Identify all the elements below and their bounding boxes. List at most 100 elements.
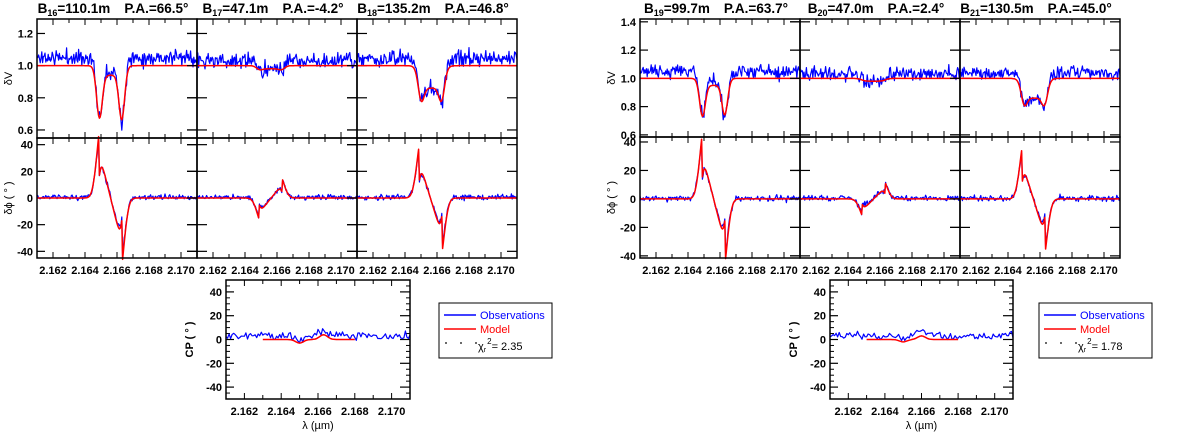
x-tick-label: 2.166 xyxy=(304,406,332,418)
y-tick-label: 1.0 xyxy=(18,61,33,73)
y-tick-label: 40 xyxy=(814,287,826,299)
title-baseline-index: 17 xyxy=(212,8,222,18)
y-tick-label: 0.8 xyxy=(18,93,33,105)
cp-observations-line xyxy=(829,329,1014,341)
x-tick-label: 2.162 xyxy=(199,265,227,277)
title-baseline-length: =47.0m xyxy=(828,1,874,16)
y-tick-label: 1.2 xyxy=(621,45,636,57)
legend-chi-square: χr2= 1.78 xyxy=(1078,337,1122,354)
vis-y-axis-label: δV xyxy=(3,71,15,85)
x-tick-label: 2.164 xyxy=(871,406,899,418)
x-tick-label: 2.168 xyxy=(135,265,163,277)
legend-model-label: Model xyxy=(480,324,510,336)
y-tick-label: -20 xyxy=(620,222,636,234)
phase-model-line xyxy=(197,179,357,219)
chi-symbol: χ xyxy=(1078,341,1084,353)
y-tick-label: 40 xyxy=(210,287,222,299)
phase-model-line xyxy=(960,149,1120,250)
phase-model-line xyxy=(357,148,517,250)
figure-right: B19=99.7m P.A.=63.7°0.60.81.01.21.4δV-40-… xyxy=(606,1,1153,432)
y-tick-label: 20 xyxy=(21,166,33,178)
y-tick-label: -40 xyxy=(620,251,636,263)
vis-observations-line xyxy=(959,65,1121,112)
chi-subscript: r xyxy=(1084,347,1087,354)
x-tick-label: 2.166 xyxy=(1026,265,1054,277)
phase-model-line xyxy=(37,135,197,261)
panel-title: B17=47.1m P.A.=-4.2° xyxy=(203,1,344,18)
y-tick-label: -20 xyxy=(206,358,222,370)
chi-value: = 2.35 xyxy=(492,341,523,353)
x-tick-label: 2.162 xyxy=(962,265,990,277)
phase-panel-frame xyxy=(356,137,518,259)
x-tick-label: 2.164 xyxy=(674,265,702,277)
x-tick-label: 2.170 xyxy=(487,265,515,277)
cp-y-axis-label: CP ( ° ) xyxy=(788,321,800,357)
chi-symbol: χ xyxy=(478,341,484,353)
x-tick-label: 2.170 xyxy=(378,406,406,418)
title-position-angle: P.A.=66.5° xyxy=(124,1,188,16)
phase-observations-line xyxy=(196,180,358,219)
x-tick-label: 2.170 xyxy=(770,265,798,277)
y-tick-label: 20 xyxy=(210,311,222,323)
cp-panel-frame xyxy=(225,279,411,400)
title-position-angle: P.A.=-4.2° xyxy=(282,1,343,16)
vis-model-line xyxy=(800,77,960,82)
vis-model-line xyxy=(960,77,1120,107)
panel-title: B18=135.2m P.A.=46.8° xyxy=(357,1,509,18)
y-tick-label: 0 xyxy=(216,335,222,347)
x-tick-label: 2.168 xyxy=(341,406,369,418)
y-tick-label: 1.2 xyxy=(18,28,33,40)
cp-model-line xyxy=(262,334,355,344)
y-tick-label: -20 xyxy=(810,358,826,370)
vis-panel-frame xyxy=(356,18,518,139)
panel-title: B19=99.7m P.A.=63.7° xyxy=(644,1,788,18)
title-baseline-length: =110.1m xyxy=(57,1,110,16)
legend-chi-square: χr2= 2.35 xyxy=(478,337,522,354)
x-tick-label: 2.166 xyxy=(103,265,131,277)
x-tick-label: 2.164 xyxy=(994,265,1022,277)
baseline-panel-16: B16=110.1m P.A.=66.5° 0.6 0.8 1.0 1.2 δV -40 -20… xyxy=(3,1,198,277)
x-tick-label: 2.166 xyxy=(423,265,451,277)
title-baseline-index: 16 xyxy=(47,8,57,18)
title-baseline: B xyxy=(38,1,48,16)
x-tick-label: 2.164 xyxy=(231,265,259,277)
y-tick-label: -40 xyxy=(206,382,222,394)
cp-y-axis-label: CP ( ° ) xyxy=(184,321,196,357)
baseline-panel-17: B17=47.1m P.A.=-4.2° 2.162 2.164 2.166 2.168 2… xyxy=(187,1,358,277)
y-tick-label: 0.8 xyxy=(621,102,636,114)
title-baseline-length: =99.7m xyxy=(664,1,710,16)
y-tick-label: 40 xyxy=(21,140,33,152)
vis-model-line xyxy=(640,77,800,118)
y-tick-label: 1.4 xyxy=(621,17,637,29)
legend-observations-label: Observations xyxy=(480,310,545,322)
phase-model-line xyxy=(800,182,960,216)
phase-y-axis-label: δϕ ( ° ) xyxy=(3,181,15,214)
x-tick-label: 2.162 xyxy=(39,265,67,277)
cp-panel-frame xyxy=(829,279,1014,400)
legend-model-label: Model xyxy=(1080,324,1110,336)
legend-chi-marker xyxy=(445,342,447,344)
title-baseline-length: =135.2m xyxy=(377,1,431,16)
x-tick-label: 2.164 xyxy=(267,406,295,418)
title-baseline-length: =47.1m xyxy=(222,1,268,16)
vis-model-line xyxy=(37,64,197,121)
closure-phase-panel: -40 -20 0 20 40 2.162 2.164 2.166 2.168 2.170 λ (µ… xyxy=(788,279,1014,432)
y-tick-label: 0 xyxy=(27,193,33,205)
legend-chi-marker xyxy=(475,342,477,344)
y-tick-label: 40 xyxy=(624,137,636,149)
title-baseline: B xyxy=(960,1,970,16)
x-tick-label: 2.164 xyxy=(71,265,99,277)
chi-subscript: r xyxy=(484,347,487,354)
legend-chi-marker xyxy=(1045,342,1047,344)
x-tick-label: 2.166 xyxy=(706,265,734,277)
x-tick-label: 2.166 xyxy=(866,265,894,277)
vis-observations-line xyxy=(196,51,358,79)
vis-y-axis-label: δV xyxy=(606,71,618,85)
x-tick-label: 2.162 xyxy=(802,265,830,277)
x-tick-label: 2.168 xyxy=(898,265,926,277)
x-tick-label: 2.170 xyxy=(1090,265,1118,277)
cp-observations-line xyxy=(225,328,411,344)
phase-observations-line xyxy=(959,152,1121,248)
title-position-angle: P.A.=45.0° xyxy=(1048,1,1112,16)
